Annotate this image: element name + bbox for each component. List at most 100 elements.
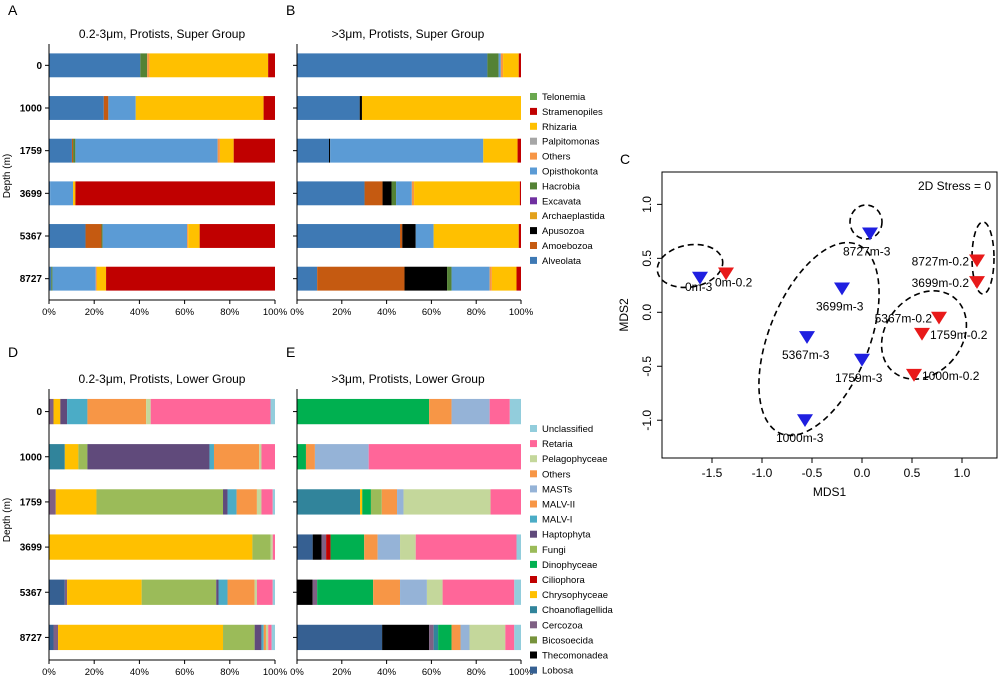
x-tick-label-a: 40% (130, 307, 150, 318)
panel-letter-c: C (620, 151, 630, 167)
cluster-ellipse-4 (758, 241, 880, 437)
bar-segment-a-0-stramenopiles (268, 53, 275, 78)
depth-label-a-5367: 5367 (20, 232, 43, 243)
mds-point-label-1759m-0.2: 1759m-0.2 (930, 328, 988, 342)
panel-letter-a: A (8, 2, 18, 18)
depth-axis-label-bottom: Depth (m) (2, 498, 13, 542)
mds-x-tick-label: -0.5 (802, 466, 823, 480)
bar-segment-a-1000-alveolata (49, 96, 104, 120)
bar-segment-d-8727-haptophyta (254, 624, 262, 651)
legend-label-super-apusozoa: Apusozoa (542, 226, 585, 237)
bar-segment-e-3699-thecomonadea (312, 534, 322, 560)
x-tick-label-e: 0% (290, 667, 304, 678)
bar-segment-d-1759-chrysophyceae (55, 489, 97, 515)
bar-segment-a-1759-opisthokonta (75, 138, 218, 163)
mds-point-label-1759m-3: 1759m-3 (835, 371, 883, 385)
mds-y-tick-label: 0.5 (640, 250, 654, 267)
bar-segment-e-5367-pelagophyceae (426, 579, 443, 605)
legend-label-lower-lobosa: Lobosa (542, 666, 574, 677)
bar-segment-d-5367-malv-i (218, 579, 228, 605)
bar-segment-a-1759-rhizaria (219, 138, 234, 163)
bar-segment-a-1759-hacrobia (73, 138, 76, 163)
mds-y-axis-label: MDS2 (617, 298, 631, 332)
bar-segment-e-1000-dinophyceae (297, 444, 306, 470)
legend-label-super-hacrobia: Hacrobia (542, 181, 581, 192)
mds-point-1000m-0.2 (906, 368, 922, 382)
bar-segment-d-5367-malv-ii (227, 579, 255, 605)
panel-d-title: 0.2-3μm, Protists, Lower Group (79, 372, 246, 386)
legend-label-lower-ciliophora: Ciliophora (542, 575, 585, 586)
bar-segment-e-0-unclassified (509, 398, 521, 425)
bar-segment-d-0-chrysophyceae (53, 398, 61, 425)
bar-segment-d-8727-retaria (268, 624, 272, 651)
bar-segment-a-3699-opisthokonta (50, 181, 74, 206)
legend-swatch-lower-chrysophyceae (530, 591, 537, 599)
bar-segment-d-5367-pelagophyceae (254, 579, 257, 605)
legend-swatch-lower-thecomonadea (530, 651, 537, 659)
legend-label-lower-thecomonadea: Thecomonadea (542, 651, 609, 662)
bar-segment-e-1759-retaria (490, 489, 521, 515)
bar-segment-d-0-malv-i (67, 398, 88, 425)
legend-swatch-super-excavata (530, 197, 537, 205)
bar-segment-b-5367-amoebozoa (400, 224, 403, 248)
mds-stress-label: 2D Stress = 0 (918, 179, 991, 193)
bar-segment-a-1759-alveolata (49, 138, 72, 163)
depth-label-d-5367: 5367 (20, 588, 43, 599)
bar-segment-a-1000-amoebozoa (103, 96, 109, 120)
depth-label-a-0: 0 (36, 61, 42, 72)
bar-segment-e-3699-cercozoa (321, 534, 327, 560)
bar-segment-e-1759-masts (397, 489, 404, 515)
depth-label-d-1759: 1759 (20, 497, 43, 508)
bar-segment-a-5367-stramenopiles (199, 224, 275, 248)
x-tick-label-a: 0% (42, 307, 56, 318)
bar-segment-d-0-cercozoa (49, 398, 54, 425)
bar-segment-d-1759-malv-i (227, 489, 237, 515)
bar-segment-a-0-others (147, 53, 150, 78)
x-tick-label-b: 20% (332, 307, 352, 318)
bar-segment-b-8727-amoebozoa (317, 266, 405, 291)
mds-point-label-8727m-0.2: 8727m-0.2 (912, 254, 970, 268)
legend-swatch-super-archaeplastida (530, 212, 537, 220)
bar-segment-b-8727-hacrobia (447, 266, 452, 291)
bar-segment-e-3699-unclassified (516, 534, 521, 560)
bar-segment-a-8727-alveolata (49, 266, 52, 291)
bar-segment-e-8727-cercozoa (429, 624, 434, 651)
legend-swatch-super-stramenopiles (530, 107, 537, 115)
bar-segment-d-0-malv-ii (87, 398, 147, 425)
bar-segment-e-1759-fungi (370, 489, 382, 515)
x-tick-label-b: 0% (290, 307, 304, 318)
bar-segment-a-3699-alveolata (49, 181, 51, 206)
bar-segment-e-0-dinophyceae (297, 398, 430, 425)
depth-label-d-1000: 1000 (20, 452, 43, 463)
mds-x-tick-label: -1.0 (752, 466, 773, 480)
mds-x-tick-label: -1.5 (702, 466, 723, 480)
x-tick-label-b: 80% (467, 307, 487, 318)
mds-y-tick-label: -1.0 (640, 410, 654, 431)
mds-point-label-8727m-3: 8727m-3 (843, 245, 891, 259)
bar-segment-b-0-alveolata (297, 53, 488, 78)
bar-segment-d-5367-chrysophyceae (67, 579, 142, 605)
x-tick-label-b: 60% (422, 307, 442, 318)
chart-panel-d: 0 1000 1759 3699 5367 8727 0% 20% 40% 60% 80% 100% (20, 389, 288, 678)
bar-segment-e-1759-choanoflagellida (297, 489, 361, 515)
bar-segment-a-1000-rhizaria (135, 96, 264, 120)
legend-swatch-super-telonemia (530, 93, 537, 100)
depth-label-d-0: 0 (36, 407, 42, 418)
bar-segment-d-0-haptophyta (60, 398, 68, 425)
chart-panel-a: 0 1000 1759 3699 5367 8727 0% 20% 40% 60% 80% 100% (20, 44, 288, 318)
bar-segment-d-3699-retaria (272, 534, 275, 560)
mds-point-1759m-3 (854, 353, 870, 367)
legend-label-super-alveolata: Alveolata (542, 256, 582, 267)
legend-label-super-others: Others (542, 152, 571, 163)
mds-point-3699m-0.2 (969, 276, 985, 289)
bar-segment-e-3699-ciliophora (326, 534, 331, 560)
bar-segment-a-3699-rhizaria (73, 181, 76, 206)
mds-y-tick-label: 1.0 (640, 196, 654, 213)
bar-segment-d-5367-cercozoa (64, 579, 68, 605)
bar-segment-b-1759-apusozoa (329, 138, 331, 163)
legend-label-lower-fungi: Fungi (542, 545, 566, 556)
bar-segment-d-8727-malv-i (261, 624, 264, 651)
bar-segment-a-5367-hacrobia (101, 224, 103, 248)
x-tick-label-a: 100% (263, 307, 288, 318)
